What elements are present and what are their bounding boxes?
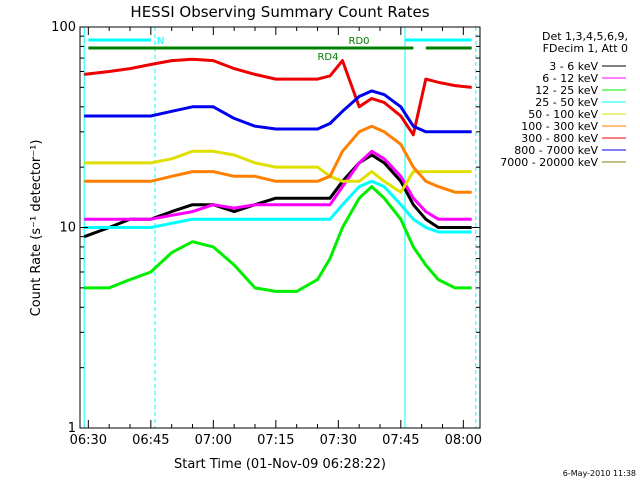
y-tick-label: 10 xyxy=(59,221,76,236)
legend-label: 800 - 7000 keV xyxy=(514,144,598,157)
series-layer xyxy=(83,57,472,293)
attenuator-bar-label: N xyxy=(157,36,164,47)
mode-bar-label: RD4 xyxy=(317,52,338,63)
footer-timestamp: 6-May-2010 11:38 xyxy=(563,469,636,478)
series-line-50-100-kev xyxy=(84,149,472,194)
x-axis-label: Start Time (01-Nov-09 06:28:22) xyxy=(174,457,386,472)
legend-label: 50 - 100 keV xyxy=(528,108,598,121)
legend-label: 300 - 800 keV xyxy=(521,132,598,145)
legend-label: 7000 - 20000 keV xyxy=(500,156,598,169)
chart-title: HESSI Observing Summary Count Rates xyxy=(130,3,429,21)
x-tick-label: 07:30 xyxy=(320,433,357,448)
y-axis-ticks: 1 10 100 xyxy=(51,20,480,436)
x-tick-label: 07:00 xyxy=(195,433,232,448)
x-tick-label: 07:45 xyxy=(382,433,419,448)
legend-header-line-1: Det 1,3,4,5,6,9, xyxy=(542,30,628,43)
x-tick-label: 07:15 xyxy=(257,433,294,448)
mode-bar-label: RD0 xyxy=(349,36,370,47)
x-tick-label: 06:45 xyxy=(132,433,169,448)
y-tick-label: 100 xyxy=(51,20,76,35)
y-axis-label: Count Rate (s⁻¹ detector⁻¹) xyxy=(29,140,44,317)
x-axis-ticks: 06:30 06:45 07:00 07:15 07:30 07:45 08:00 xyxy=(70,27,482,448)
status-bars: N RD4 RD0 xyxy=(88,36,472,63)
y-tick-label: 1 xyxy=(68,421,76,436)
legend-label: 3 - 6 keV xyxy=(549,60,598,73)
legend: Det 1,3,4,5,6,9, FDecim 1, Att 0 3 - 6 k… xyxy=(500,30,628,169)
series-line-800-7000-kev xyxy=(84,89,472,134)
legend-header-line-2: FDecim 1, Att 0 xyxy=(543,42,628,55)
x-tick-label: 08:00 xyxy=(445,433,482,448)
series-line-100-300-kev xyxy=(84,124,472,194)
series-line-12-25-kev xyxy=(84,185,472,293)
legend-label: 6 - 12 keV xyxy=(542,72,598,85)
series-line-3-6-kev xyxy=(83,153,472,239)
legend-label: 100 - 300 keV xyxy=(521,120,598,133)
legend-label: 25 - 50 keV xyxy=(535,96,598,109)
legend-label: 12 - 25 keV xyxy=(535,84,598,97)
series-line-6-12-kev xyxy=(84,149,472,221)
series-line-300-800-kev xyxy=(84,57,472,137)
series-line-25-50-kev xyxy=(84,179,472,234)
x-tick-label: 06:30 xyxy=(70,433,107,448)
